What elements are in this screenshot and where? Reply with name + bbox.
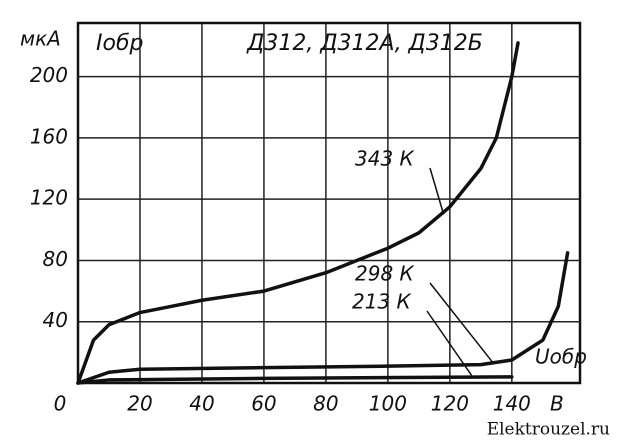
source: Elektrouzel.ru: [487, 420, 610, 440]
data-line: [76, 41, 520, 385]
x-tick-label: 40: [189, 392, 214, 416]
leader-line: [429, 282, 494, 364]
y-tick-label: 40: [43, 308, 68, 332]
x-tick-label: 80: [313, 392, 338, 416]
data-line: [76, 251, 570, 385]
y-tick-label: 120: [30, 186, 68, 210]
x-tick-label: 60: [251, 392, 276, 416]
y-tick-label: 80: [43, 247, 68, 271]
plot-frame: [76, 21, 582, 385]
series-label: 298 К: [355, 262, 415, 286]
chart-title: Д312, Д312А, Д312Б: [246, 31, 483, 56]
leader-line: [426, 310, 473, 376]
y-label: Iобр: [96, 31, 143, 56]
x-tick-label: 20: [127, 392, 152, 416]
y-unit: мкА: [20, 27, 61, 51]
x-tick-label: 140: [493, 392, 531, 416]
y-tick-label: 200: [30, 63, 68, 87]
series-label: 213 К: [352, 290, 412, 314]
y-tick-label: 160: [30, 124, 68, 148]
series-label: 343 К: [355, 147, 415, 171]
x-tick-label: 0: [54, 392, 67, 416]
x-tick-label: 100: [369, 392, 407, 416]
leader-line: [429, 167, 445, 215]
x-unit: В: [550, 392, 564, 416]
x-tick-label: 120: [431, 392, 469, 416]
x-label: Uобр: [535, 345, 587, 369]
data-line: [76, 375, 514, 385]
